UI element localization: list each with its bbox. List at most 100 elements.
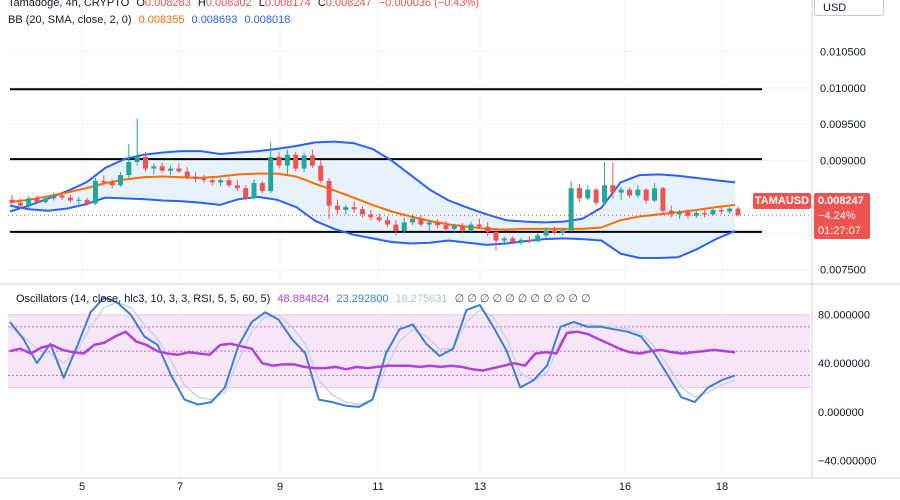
last-price-box: 0.008247 −4.24% 01:27:07 bbox=[814, 193, 870, 239]
candle bbox=[543, 227, 549, 238]
candle-body bbox=[76, 199, 82, 201]
last-price-change: −4.24% bbox=[818, 210, 856, 222]
candle bbox=[593, 188, 599, 206]
time-axis-label: 18 bbox=[716, 481, 728, 493]
candle-body bbox=[9, 199, 15, 203]
candle-body bbox=[468, 224, 474, 231]
candle bbox=[385, 216, 391, 228]
candle bbox=[418, 215, 424, 227]
candle-body bbox=[226, 180, 232, 186]
candle-body bbox=[385, 220, 391, 225]
candle bbox=[109, 179, 115, 189]
candle-body bbox=[635, 189, 641, 196]
osc-d-value: 18.275631 bbox=[395, 293, 448, 305]
candle bbox=[560, 228, 566, 236]
candle bbox=[17, 198, 23, 210]
candle-body bbox=[710, 210, 716, 215]
candle bbox=[143, 151, 149, 172]
candle-body bbox=[643, 189, 649, 201]
candle bbox=[193, 172, 199, 183]
candle-body bbox=[284, 154, 290, 166]
candle-body bbox=[67, 197, 73, 201]
candle-body bbox=[26, 198, 32, 206]
bb-basis-value: 0.008355 bbox=[138, 14, 185, 26]
close-value: 0.008247 bbox=[325, 0, 372, 9]
time-axis-label: 7 bbox=[177, 481, 183, 493]
candle-body bbox=[568, 188, 574, 231]
low-label: L bbox=[258, 0, 265, 9]
candle bbox=[635, 185, 641, 198]
candle bbox=[318, 160, 324, 184]
candle-body bbox=[17, 202, 23, 206]
candle-body bbox=[343, 207, 349, 210]
candle-body bbox=[168, 168, 174, 171]
time-axis-label: 5 bbox=[79, 481, 85, 493]
candle bbox=[251, 179, 257, 200]
candles bbox=[9, 118, 741, 251]
candle-body bbox=[318, 165, 324, 181]
candle bbox=[243, 185, 249, 201]
candle-body bbox=[693, 212, 699, 216]
oscillator-legend: Oscillators (14, close, hlc3, 10, 3, 3, … bbox=[16, 292, 595, 305]
candle-body bbox=[376, 217, 382, 221]
bb-label: BB (20, SMA, close, 2, 0) bbox=[8, 14, 132, 26]
candle bbox=[426, 220, 432, 232]
candle bbox=[735, 206, 741, 217]
high-label: H bbox=[197, 0, 206, 9]
candle-body bbox=[610, 185, 616, 193]
candle bbox=[84, 197, 90, 206]
candle bbox=[226, 177, 232, 188]
candle bbox=[276, 151, 282, 169]
candle-body bbox=[601, 185, 607, 203]
symbol-legend: Tamadoge, 4h, CRYPTO O0.008283 H0.008302… bbox=[8, 0, 483, 9]
candle bbox=[601, 162, 607, 205]
time-axis-label: 11 bbox=[372, 481, 383, 493]
osc-rsi-value: 48.884824 bbox=[277, 293, 330, 305]
candle-body bbox=[418, 218, 424, 225]
candle-body bbox=[109, 182, 115, 186]
candle-body bbox=[126, 162, 132, 176]
currency-selector[interactable]: USD bbox=[814, 0, 884, 16]
candle bbox=[376, 213, 382, 223]
candle-body bbox=[92, 180, 98, 204]
symbol-name: Tamadoge, 4h, CRYPTO bbox=[8, 0, 130, 9]
candle-body bbox=[685, 212, 691, 216]
candle bbox=[718, 207, 724, 215]
candle bbox=[42, 196, 48, 204]
candle bbox=[551, 226, 557, 235]
candle bbox=[401, 217, 407, 234]
candle-body bbox=[393, 224, 399, 232]
osc-axis-label: 40.000000 bbox=[818, 358, 870, 370]
candle bbox=[685, 209, 691, 219]
candle bbox=[34, 195, 40, 205]
candle bbox=[493, 227, 499, 251]
candle bbox=[435, 219, 441, 229]
candle-body bbox=[618, 189, 624, 193]
stoch-k-line bbox=[9, 296, 736, 408]
candle bbox=[518, 237, 524, 245]
osc-axis-label: 0.000000 bbox=[818, 407, 864, 419]
candle-body bbox=[660, 188, 666, 211]
candle-body bbox=[268, 156, 274, 192]
candle-body bbox=[34, 198, 40, 202]
time-axis-label: 9 bbox=[277, 481, 283, 493]
candle-body bbox=[735, 208, 741, 216]
osc-empty-values: ∅ ∅ ∅ ∅ ∅ ∅ ∅ ∅ ∅ ∅ ∅ bbox=[454, 293, 591, 305]
candle bbox=[168, 165, 174, 176]
candle-body bbox=[518, 239, 524, 242]
candle bbox=[359, 206, 365, 218]
candle bbox=[576, 183, 582, 202]
candle-body bbox=[309, 155, 315, 166]
candle bbox=[176, 163, 182, 173]
candle-body bbox=[460, 226, 466, 231]
price-axis-label: 0.009000 bbox=[820, 156, 866, 168]
osc-axis-label: 80.000000 bbox=[818, 310, 870, 322]
candle bbox=[101, 175, 107, 186]
candle bbox=[59, 193, 65, 200]
candle bbox=[410, 214, 416, 226]
candle bbox=[151, 163, 157, 175]
candle-body bbox=[451, 226, 457, 229]
bar-countdown: 01:27:07 bbox=[818, 225, 861, 237]
